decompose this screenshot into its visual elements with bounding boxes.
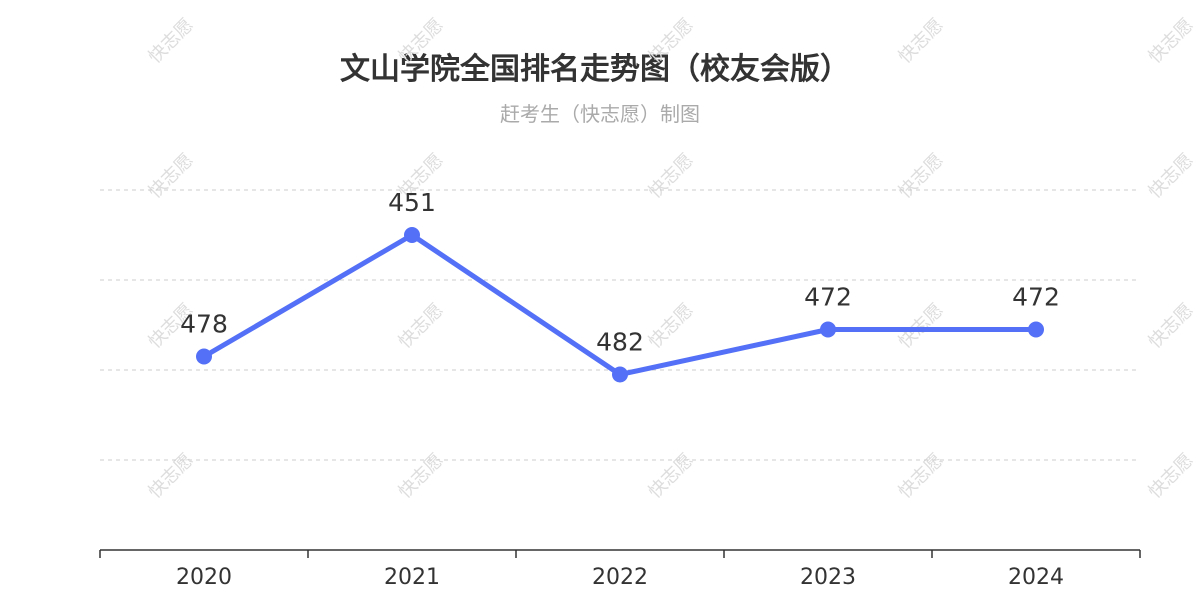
- x-tick-label: 2022: [592, 565, 648, 590]
- data-point: [612, 366, 628, 383]
- watermark-text: 快志愿: [895, 150, 948, 203]
- watermark-text: 快志愿: [895, 15, 948, 68]
- x-tick-label: 2024: [1008, 565, 1064, 590]
- watermark-text: 快志愿: [1145, 300, 1198, 353]
- watermark-text: 快志愿: [145, 450, 198, 503]
- watermark-text: 快志愿: [395, 300, 448, 353]
- data-point: [1028, 321, 1044, 338]
- chart-title: 文山学院全国排名走势图（校友会版）: [340, 52, 850, 87]
- chart-subtitle: 赶考生（快志愿）制图: [500, 102, 700, 126]
- watermark-text: 快志愿: [395, 450, 448, 503]
- data-point: [404, 227, 420, 243]
- data-label: 451: [388, 188, 436, 217]
- watermark-text: 快志愿: [1145, 150, 1198, 203]
- data-label: 482: [596, 328, 644, 357]
- watermark-text: 快志愿: [895, 450, 948, 503]
- x-tick-label: 2021: [384, 565, 440, 590]
- watermark-text: 快志愿: [895, 300, 948, 353]
- data-label: 478: [180, 310, 228, 339]
- watermark-text: 快志愿: [1145, 15, 1198, 68]
- data-point: [196, 348, 212, 365]
- watermark-text: 快志愿: [645, 15, 698, 68]
- data-label: 472: [1012, 283, 1060, 312]
- watermark-text: 快志愿: [1145, 450, 1198, 503]
- watermark-text: 快志愿: [645, 150, 698, 203]
- watermark-text: 快志愿: [645, 450, 698, 503]
- watermark-text: 快志愿: [145, 150, 198, 203]
- x-tick-label: 2020: [176, 565, 232, 590]
- watermark-text: 快志愿: [395, 15, 448, 68]
- watermark-text: 快志愿: [145, 15, 198, 68]
- data-label: 472: [804, 283, 852, 312]
- data-point: [820, 321, 836, 338]
- watermark-text: 快志愿: [645, 300, 698, 353]
- x-tick-label: 2023: [800, 565, 856, 590]
